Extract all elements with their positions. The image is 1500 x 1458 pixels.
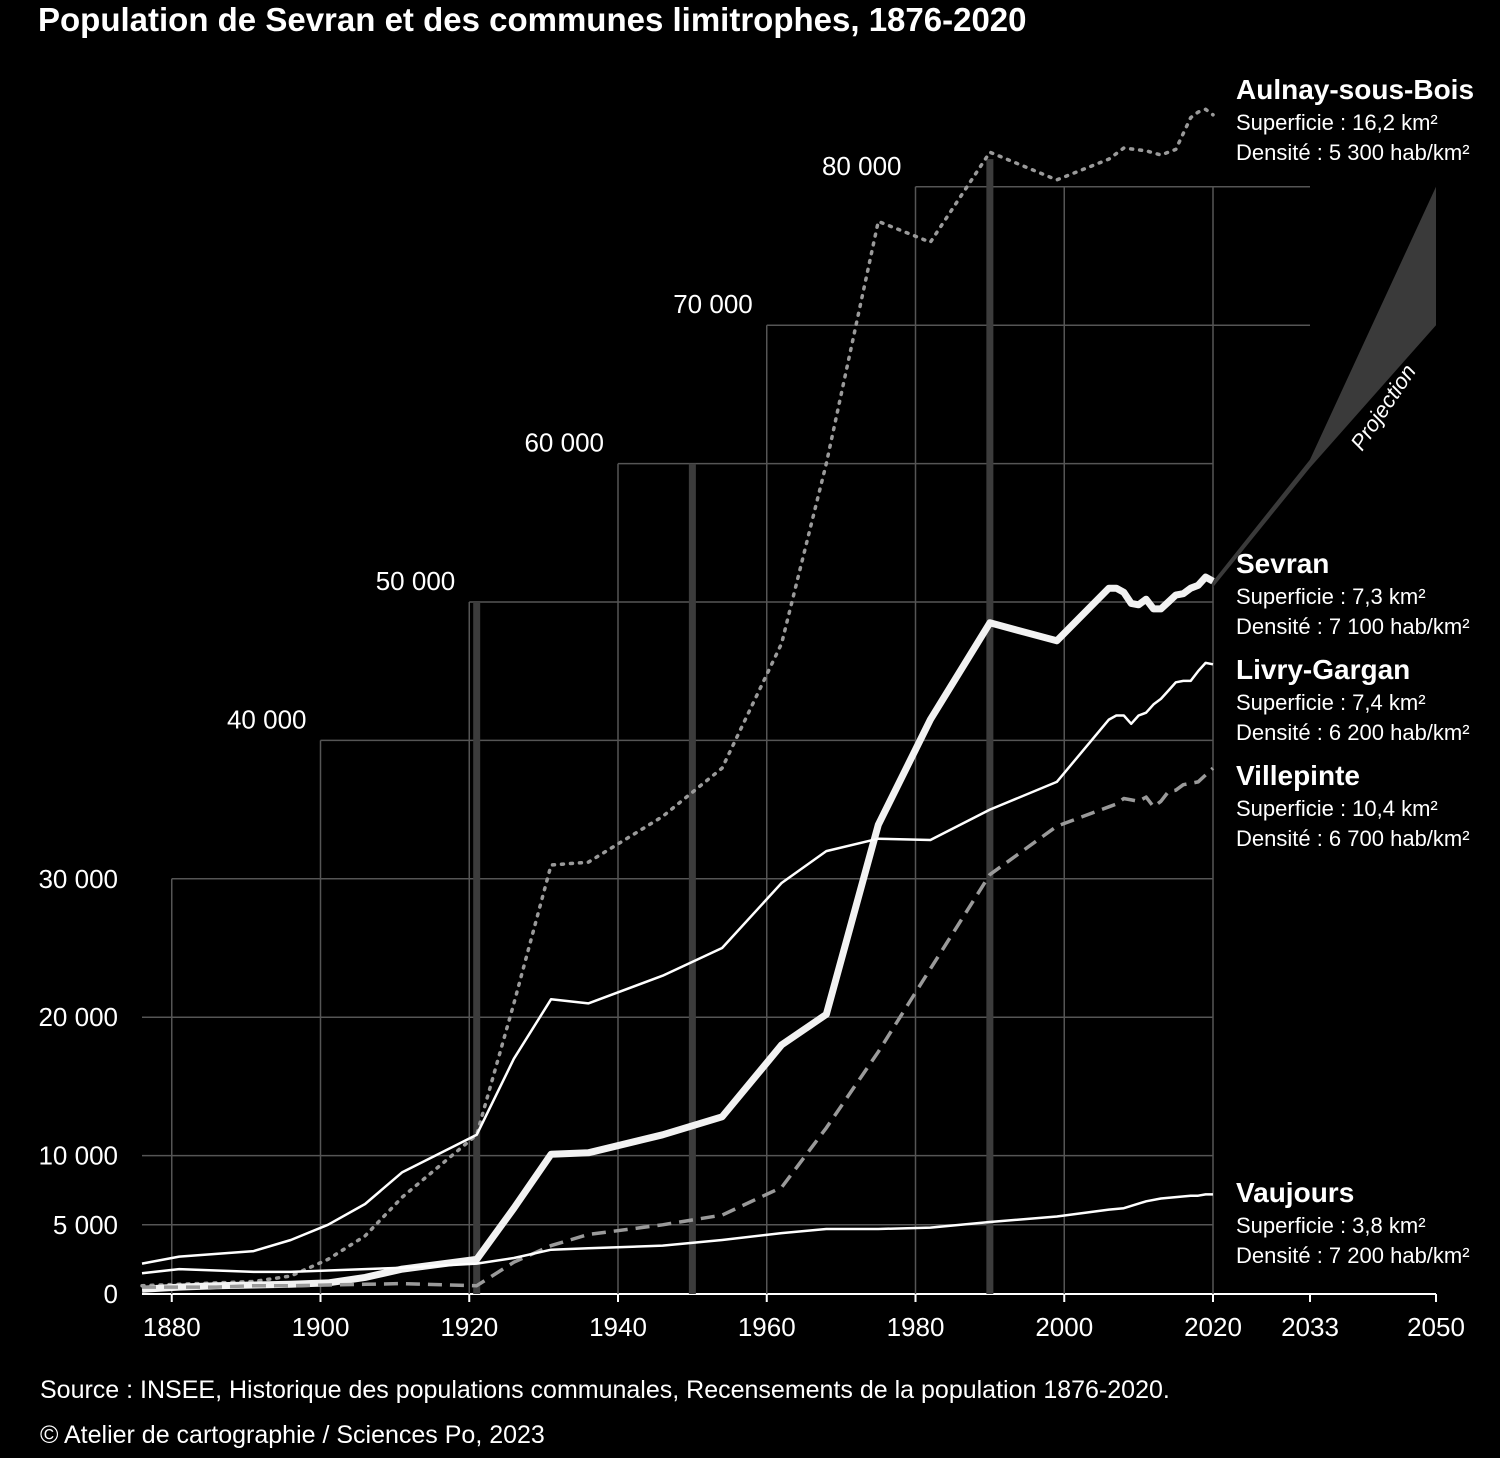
y-tick-label-30000: 30 000 xyxy=(38,864,118,894)
series-density-vaujours: Densité : 7 200 hab/km² xyxy=(1236,1243,1470,1268)
series-density-sevran: Densité : 7 100 hab/km² xyxy=(1236,614,1470,639)
y-tick-label-5000: 5 000 xyxy=(53,1210,118,1240)
series-lines xyxy=(140,107,1215,1293)
y-tick-label-60000: 60 000 xyxy=(524,428,604,458)
source-note: Source : INSEE, Historique des populatio… xyxy=(40,1376,1170,1404)
series-line-livry xyxy=(141,661,1214,1265)
series-density-livry: Densité : 6 200 hab/km² xyxy=(1236,720,1470,745)
series-line-vaujours xyxy=(141,1193,1213,1275)
x-tick-label-1920: 1920 xyxy=(440,1312,498,1342)
series-density-villepinte: Densité : 6 700 hab/km² xyxy=(1236,826,1470,851)
series-labels: Aulnay-sous-Bois Superficie : 16,2 km² Den… xyxy=(1236,74,1474,1268)
series-name-villepinte: Villepinte xyxy=(1236,760,1360,791)
x-tick-labels: 1880 1900 1920 1940 1960 1980 2000 2020 2033 2050 xyxy=(143,1294,1465,1342)
y-tick-label-40000: 40 000 xyxy=(227,704,307,734)
x-tick-label-1900: 1900 xyxy=(292,1312,350,1342)
series-line-sevran xyxy=(141,573,1215,1293)
series-area-livry: Superficie : 7,4 km² xyxy=(1236,690,1426,715)
series-density-aulnay: Densité : 5 300 hab/km² xyxy=(1236,140,1470,165)
x-tick-label-2020: 2020 xyxy=(1184,1312,1242,1342)
x-tick-label-1980: 1980 xyxy=(887,1312,945,1342)
series-area-sevran: Superficie : 7,3 km² xyxy=(1236,584,1426,609)
series-name-livry: Livry-Gargan xyxy=(1236,654,1410,685)
x-tick-label-2033: 2033 xyxy=(1281,1312,1339,1342)
series-name-vaujours: Vaujours xyxy=(1236,1177,1354,1208)
x-tick-label-2050: 2050 xyxy=(1407,1312,1465,1342)
series-area-villepinte: Superficie : 10,4 km² xyxy=(1236,796,1438,821)
projection-band: Projection xyxy=(1213,186,1436,588)
series-area-aulnay: Superficie : 16,2 km² xyxy=(1236,110,1438,135)
series-line-villepinte xyxy=(142,766,1215,1289)
grid xyxy=(142,159,1436,1295)
series-name-sevran: Sevran xyxy=(1236,548,1329,579)
y-tick-label-50000: 50 000 xyxy=(376,566,456,596)
series-area-vaujours: Superficie : 3,8 km² xyxy=(1236,1213,1426,1238)
y-tick-label-10000: 10 000 xyxy=(38,1141,118,1171)
copyright-note: © Atelier de cartographie / Sciences Po,… xyxy=(40,1421,545,1449)
x-tick-label-1940: 1940 xyxy=(589,1312,647,1342)
y-tick-label-80000: 80 000 xyxy=(822,151,902,181)
series-line-aulnay xyxy=(140,107,1215,1288)
y-tick-label-20000: 20 000 xyxy=(38,1002,118,1032)
y-tick-labels: 0 5 000 10 000 20 000 30 000 40 000 50 000 60 0… xyxy=(38,151,901,1309)
series-name-aulnay: Aulnay-sous-Bois xyxy=(1236,74,1474,105)
chart-title: Population de Sevran et des communes lim… xyxy=(38,1,1027,38)
y-tick-label-0: 0 xyxy=(104,1279,118,1309)
x-tick-label-1880: 1880 xyxy=(143,1312,201,1342)
x-tick-label-1960: 1960 xyxy=(738,1312,796,1342)
y-tick-label-70000: 70 000 xyxy=(673,289,753,319)
x-tick-label-2000: 2000 xyxy=(1035,1312,1093,1342)
